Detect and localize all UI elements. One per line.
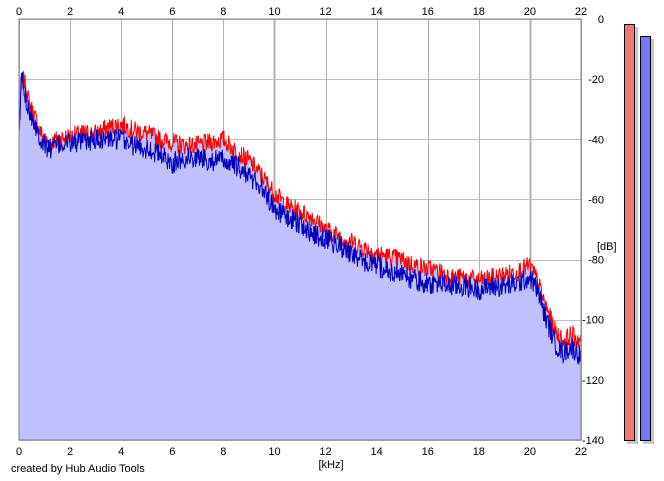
y-tick-label: -140 <box>582 435 604 447</box>
y-tick-label: -60 <box>588 194 604 206</box>
spectrum-area <box>19 70 581 441</box>
x-tick-label: 6 <box>169 446 175 458</box>
x-axis-label: [kHz] <box>318 459 343 471</box>
level-meter-left <box>624 24 635 441</box>
level-meter-right <box>640 36 651 441</box>
x-tick-labels-bottom: 0 2 4 6 8 10 12 14 16 18 20 22 <box>16 446 587 458</box>
y-tick-label: -100 <box>582 315 604 327</box>
y-tick-label: -80 <box>588 255 604 267</box>
x-tick-label-top: 10 <box>268 6 280 18</box>
y-tick-label: 0 <box>598 14 604 26</box>
x-tick-label-top: 22 <box>575 6 587 18</box>
y-tick-labels: 0 -20 -40 -60 -80 -100 -120 -140 <box>582 14 604 447</box>
y-tick-label: -40 <box>588 134 604 146</box>
x-tick-label: 16 <box>422 446 434 458</box>
x-tick-label-top: 14 <box>371 6 383 18</box>
series-line-1 <box>18 72 582 365</box>
x-tick-label: 12 <box>319 446 331 458</box>
x-tick-label-top: 2 <box>67 6 73 18</box>
x-tick-label-top: 16 <box>422 6 434 18</box>
x-tick-labels-top: 0 2 4 6 8 10 12 14 16 18 20 22 <box>16 6 587 18</box>
x-tick-label: 18 <box>473 446 485 458</box>
x-tick-label-top: 0 <box>16 6 22 18</box>
y-axis-label: [dB] <box>597 241 617 253</box>
x-tick-label-top: 12 <box>319 6 331 18</box>
plot-frame <box>18 18 582 441</box>
y-tick-label: -20 <box>588 74 604 86</box>
x-tick-label: 22 <box>575 446 587 458</box>
x-tick-label-top: 20 <box>524 6 536 18</box>
credit-text: created by Hub Audio Tools <box>11 463 145 475</box>
spectrum-fill <box>19 70 581 441</box>
series-lines <box>18 70 582 365</box>
x-tick-label: 0 <box>16 446 22 458</box>
x-tick-label-top: 18 <box>473 6 485 18</box>
x-tick-label: 20 <box>524 446 536 458</box>
x-tick-label-top: 6 <box>169 6 175 18</box>
x-tick-label: 10 <box>268 446 280 458</box>
y-tick-label: -120 <box>582 375 604 387</box>
x-tick-label: 4 <box>118 446 124 458</box>
x-tick-label: 14 <box>371 446 383 458</box>
x-tick-label-top: 4 <box>118 6 124 18</box>
x-tick-label: 2 <box>67 446 73 458</box>
x-tick-label-top: 8 <box>220 6 226 18</box>
x-tick-label: 8 <box>220 446 226 458</box>
